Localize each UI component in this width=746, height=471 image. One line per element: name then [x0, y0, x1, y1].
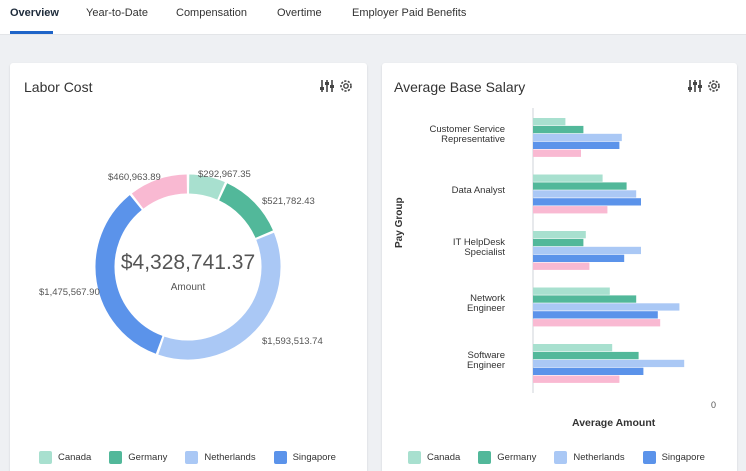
bar-singapore-0[interactable]	[533, 141, 620, 149]
legend-item-germany[interactable]: Germany	[478, 451, 536, 464]
category-label: Customer Service Representative	[429, 123, 506, 145]
bar-netherlands-4[interactable]	[533, 359, 685, 368]
legend-item-canada[interactable]: Canada	[39, 451, 91, 464]
donut-center-amount: $4,328,741.37	[120, 251, 256, 274]
legend-label: Netherlands	[204, 452, 256, 463]
bar-netherlands-0[interactable]	[533, 133, 622, 142]
legend-swatch	[554, 451, 568, 464]
legend-swatch	[408, 451, 421, 464]
legend-label: Singapore	[661, 452, 705, 463]
bar-pink-0[interactable]	[533, 149, 581, 157]
bar-germany-3[interactable]	[533, 295, 637, 303]
slice-pink[interactable]	[131, 174, 188, 209]
bar-netherlands-3[interactable]	[533, 303, 680, 311]
tab-compensation[interactable]: Compensation	[176, 7, 247, 19]
bar-singapore-4[interactable]	[533, 367, 644, 375]
bar-netherlands-2[interactable]	[533, 246, 641, 255]
legend-swatch	[478, 451, 492, 464]
legend-item-canada[interactable]: Canada	[408, 451, 460, 464]
legend-item-netherlands[interactable]: Netherlands	[185, 451, 256, 464]
bar-canada-1[interactable]	[533, 174, 603, 182]
bar-germany-4[interactable]	[533, 351, 639, 360]
labor-cost-donut-chart	[95, 174, 281, 360]
bar-singapore-1[interactable]	[533, 198, 641, 206]
bar-germany-2[interactable]	[533, 238, 584, 247]
legend-item-netherlands[interactable]: Netherlands	[554, 451, 625, 464]
bar-germany-0[interactable]	[533, 125, 584, 134]
bar-germany-1[interactable]	[533, 182, 627, 190]
donut-center-label: Amount	[170, 282, 206, 293]
average-salary-actions	[687, 78, 722, 94]
x-tick-label: 0	[711, 400, 717, 410]
bar-canada-3[interactable]	[533, 287, 610, 295]
bar-pink-4[interactable]	[533, 375, 620, 383]
bar-singapore-2[interactable]	[533, 254, 625, 262]
category-label: IT HelpDesk Specialist	[452, 236, 505, 258]
average-salary-bar-chart	[532, 108, 685, 393]
legend-swatch	[642, 451, 656, 464]
legend-label: Germany	[128, 452, 168, 463]
slice-canada[interactable]	[188, 174, 225, 200]
legend-label: Germany	[497, 452, 537, 463]
average-base-salary-title: Average Base Salary	[394, 79, 526, 95]
legend-label: Canada	[58, 452, 92, 463]
slice-netherlands[interactable]	[158, 232, 281, 360]
bar-canada-0[interactable]	[533, 118, 566, 126]
slice-label-singapore: $1,475,567.90	[39, 287, 100, 298]
active-tab-indicator	[10, 31, 53, 34]
x-axis-title: Average Amount	[572, 417, 656, 429]
bar-pink-3[interactable]	[533, 319, 661, 327]
slice-label-canada: $292,967.35	[198, 169, 251, 180]
category-label: Software Engineer	[466, 349, 505, 371]
slice-label-pink: $460,963.89	[108, 172, 161, 183]
labor-cost-title: Labor Cost	[24, 79, 93, 95]
legend-label: Singapore	[292, 452, 336, 463]
bar-singapore-3[interactable]	[533, 311, 658, 319]
legend-label: Canada	[427, 452, 461, 463]
bar-pink-2[interactable]	[533, 262, 590, 270]
category-label: Network Engineer	[466, 293, 505, 315]
legend-label: Netherlands	[573, 452, 625, 463]
tab-overtime[interactable]: Overtime	[277, 7, 322, 19]
bar-canada-4[interactable]	[533, 344, 613, 352]
legend-item-singapore[interactable]: Singapore	[273, 451, 336, 464]
legend-swatch	[185, 451, 199, 464]
bar-canada-2[interactable]	[533, 231, 586, 239]
slice-label-germany: $521,782.43	[262, 196, 315, 207]
average-base-salary-card: Average Base Salary Pay Group Customer S…	[382, 63, 737, 471]
legend-swatch	[273, 451, 287, 464]
legend-item-singapore[interactable]: Singapore	[642, 451, 705, 464]
slice-germany[interactable]	[218, 183, 273, 239]
bar-netherlands-1[interactable]	[533, 190, 637, 198]
legend-swatch	[109, 451, 123, 464]
bar-pink-1[interactable]	[533, 206, 608, 214]
labor-cost-legend: Canada Germany Netherlands Singapore	[39, 451, 354, 464]
category-label: Data Analyst	[451, 185, 505, 197]
slice-label-netherlands: $1,593,513.74	[262, 336, 323, 347]
legend-swatch	[39, 451, 52, 464]
labor-cost-actions	[319, 78, 354, 94]
filter-sliders-icon[interactable]	[319, 78, 335, 94]
filter-sliders-icon[interactable]	[687, 78, 703, 94]
tab-overview[interactable]: Overview	[10, 7, 59, 19]
slice-singapore[interactable]	[95, 195, 163, 354]
tab-year-to-date[interactable]: Year-to-Date	[86, 7, 148, 19]
legend-item-germany[interactable]: Germany	[109, 451, 167, 464]
gear-icon[interactable]	[706, 78, 722, 94]
gear-icon[interactable]	[338, 78, 354, 94]
average-salary-legend: Canada Germany Netherlands Singapore	[408, 451, 723, 464]
tab-bar: Overview Year-to-Date Compensation Overt…	[0, 0, 746, 35]
tab-employer-paid-benefits[interactable]: Employer Paid Benefits	[352, 7, 467, 19]
labor-cost-card: Labor Cost $4,328,741.37 Amount $292,967…	[10, 63, 367, 471]
